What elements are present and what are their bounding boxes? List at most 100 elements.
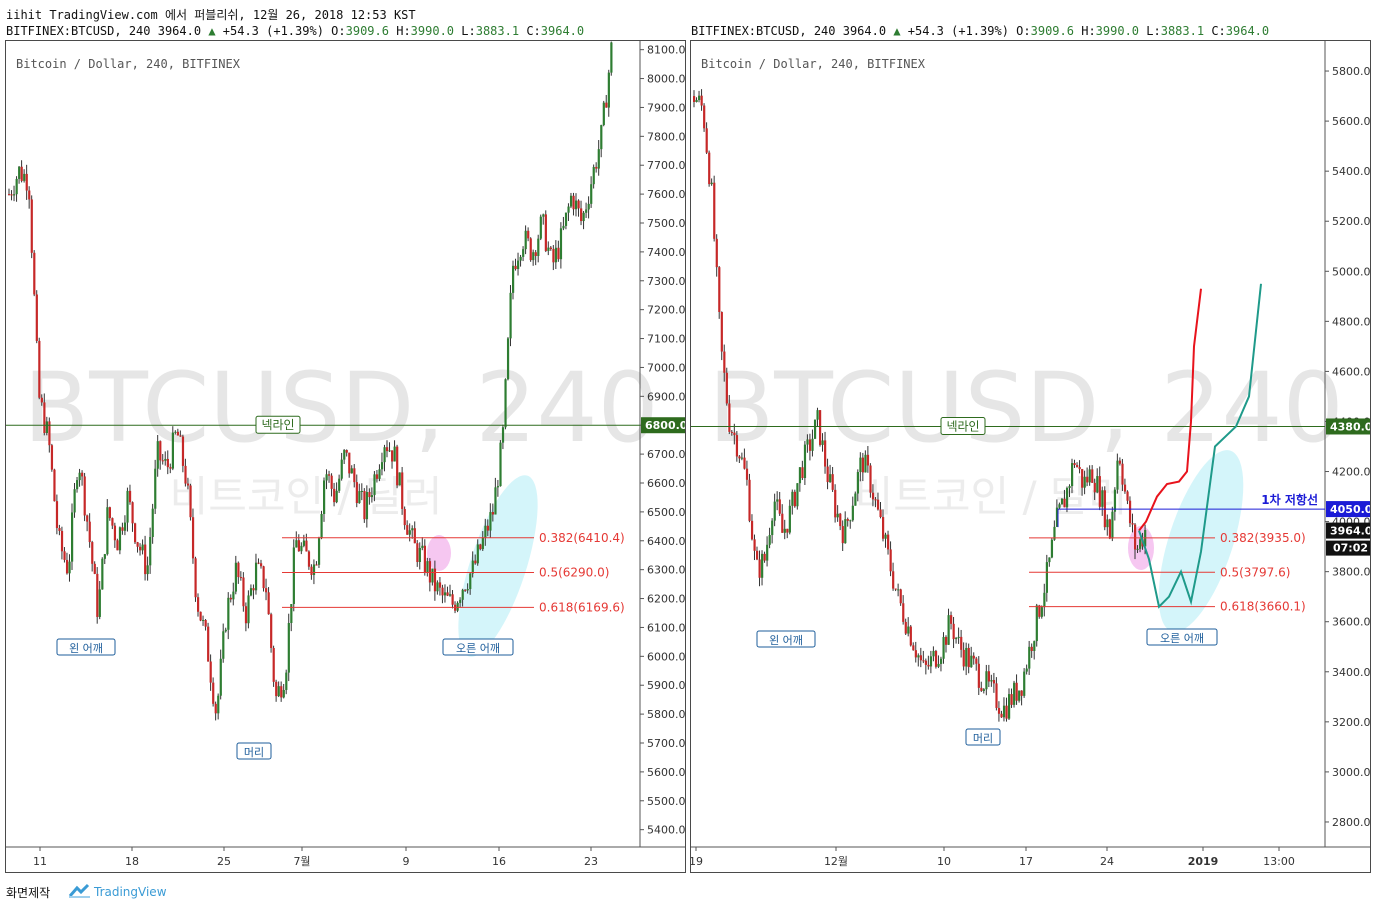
price-tick-label: 7000.0 <box>647 361 686 374</box>
candle-body <box>725 372 728 404</box>
candle-body <box>456 602 459 611</box>
candle-body <box>549 247 552 250</box>
candle-body <box>1083 476 1086 488</box>
candle-body <box>902 603 905 622</box>
candle-body <box>854 493 857 506</box>
symbol-info-left: BITFINEX:BTCUSD, 240 3964.0 ▲ +54.3 (+1.… <box>6 24 584 38</box>
candle-body <box>292 547 295 605</box>
candle-body <box>270 614 273 649</box>
time-tick-label: 13:00 <box>1263 855 1295 868</box>
candle-body <box>1005 705 1008 719</box>
price-tick-label: 4800.0 <box>1332 315 1371 328</box>
candle-body <box>35 294 38 341</box>
candle-body <box>320 514 323 539</box>
time-tick-label: 10 <box>937 855 951 868</box>
candle-body <box>585 209 588 213</box>
candle-body <box>466 589 469 591</box>
candle-body <box>965 647 968 667</box>
candle-body <box>436 582 439 592</box>
pattern-label: 오른 어깨 <box>456 642 500 655</box>
time-tick-label: 25 <box>217 855 231 868</box>
candle-body <box>461 589 464 600</box>
pattern-label-box <box>56 638 116 656</box>
candle-body <box>272 648 275 682</box>
candle-body <box>1068 486 1071 488</box>
candle-body <box>501 427 505 443</box>
candle-body <box>10 194 13 196</box>
fib-level-label: 0.618(6169.6) <box>539 600 625 614</box>
candle-body <box>1065 487 1069 508</box>
candle-body <box>1010 694 1013 705</box>
candle-body <box>942 636 945 659</box>
neckline-label-box <box>940 416 986 435</box>
candle-body <box>1043 592 1046 608</box>
candle-body <box>277 686 280 697</box>
candle-body <box>401 472 404 509</box>
candle-body <box>894 588 897 590</box>
projection-teal-path <box>1138 283 1262 609</box>
candle-body <box>529 238 532 261</box>
close-value: 3964.0 <box>540 24 585 38</box>
candle-body <box>512 265 515 293</box>
candle-body <box>111 518 114 526</box>
candle-body <box>597 149 600 169</box>
up-arrow-icon: ▲ <box>893 24 901 38</box>
candle-body <box>330 475 333 489</box>
candle-body <box>517 260 520 270</box>
candle-body <box>285 672 288 690</box>
candle-body <box>945 636 948 645</box>
candle-body <box>552 249 555 263</box>
price-tick-label: 6300.0 <box>647 564 686 577</box>
price-tick-label: 6500.0 <box>647 506 686 519</box>
candle-body <box>441 587 444 596</box>
candle-body <box>380 462 384 470</box>
candle-body <box>365 492 369 520</box>
candle-body <box>413 528 416 544</box>
candle-body <box>975 658 978 664</box>
candle-body <box>1076 465 1079 468</box>
candle-body <box>91 542 94 564</box>
candle-body <box>1000 713 1003 718</box>
candle-body <box>398 472 401 486</box>
candle-body <box>884 534 887 539</box>
chart-panel-left[interactable]: BTCUSD, 240 비트코인 / 달러 8100.0 8000.0 7900.0 78… <box>5 40 686 873</box>
candle-body <box>71 512 74 562</box>
neckline-price: 6800.0 <box>645 419 686 432</box>
candle-body <box>834 489 837 518</box>
price-tick-label: 7400.0 <box>647 246 686 259</box>
candle-body <box>705 128 708 153</box>
projection-red-path <box>1138 288 1202 532</box>
candle-body <box>1101 490 1104 507</box>
candle-body <box>788 505 791 533</box>
candle-body <box>733 432 736 436</box>
candle-body <box>1013 682 1016 705</box>
candle-body <box>1063 498 1066 508</box>
time-tick-label: 18 <box>125 855 139 868</box>
candle-body <box>295 540 298 548</box>
candle-body <box>897 589 900 591</box>
candle-body <box>307 551 311 567</box>
fib-level-label: 0.5(6290.0) <box>539 566 609 580</box>
candle-body <box>101 558 104 590</box>
candle-body <box>323 480 326 515</box>
candle-body <box>300 545 303 552</box>
pattern-label-box <box>442 638 514 656</box>
candle-body <box>569 195 573 207</box>
candle-body <box>20 166 23 181</box>
candle-body <box>305 540 308 552</box>
candle-body <box>227 597 230 630</box>
time-tick-label: 23 <box>584 855 598 868</box>
candle-body <box>1086 476 1089 483</box>
candle-body <box>758 559 761 578</box>
candle-body <box>559 228 563 260</box>
candle-body <box>15 178 18 195</box>
candle-body <box>882 517 885 539</box>
candle-body <box>713 182 716 239</box>
chart-panel-right[interactable]: BTCUSD, 240 비트코인 / 달러 5800.0 5600.0 5400.0 52… <box>690 40 1371 873</box>
pattern-label-box <box>965 728 1001 746</box>
snapshot-label: 화면제작 <box>6 886 51 900</box>
candle-body <box>108 507 111 519</box>
candle-body <box>459 599 462 603</box>
